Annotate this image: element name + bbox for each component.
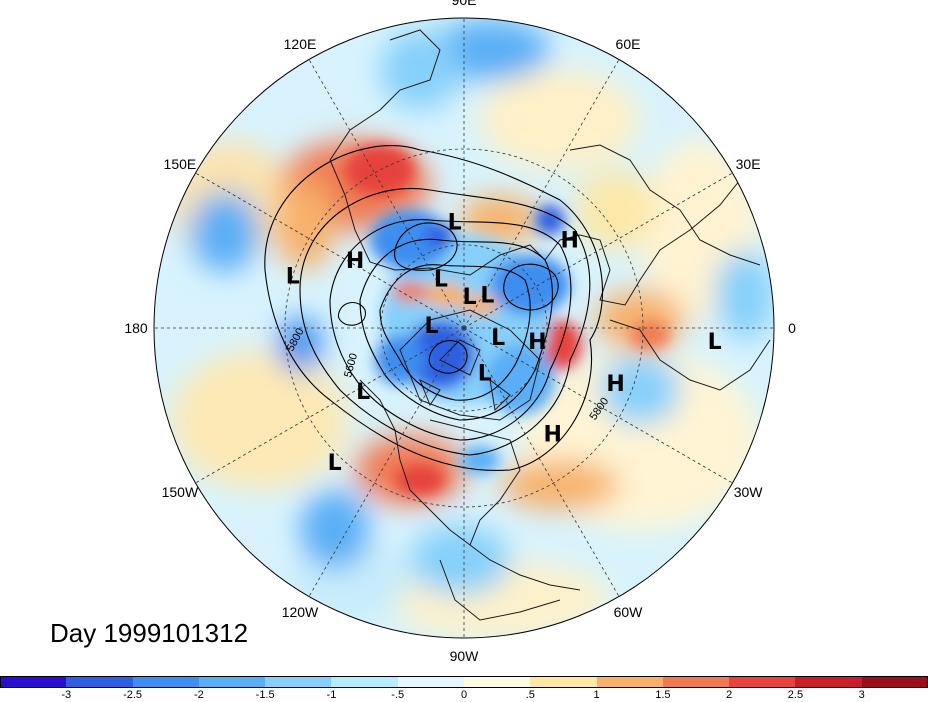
colorbar-swatch <box>596 676 664 688</box>
colorbar-swatch <box>530 676 598 688</box>
longitude-label-60e: 60E <box>616 36 641 52</box>
latitude-circle-60 <box>380 244 548 412</box>
meridian-60 <box>463 59 620 329</box>
high-center-6: H <box>560 228 578 253</box>
colorbar-tick-label: -2 <box>193 689 204 701</box>
meridian-210 <box>195 327 465 484</box>
longitude-label-150w: 150W <box>162 484 199 500</box>
colorbar-tick-label: -3 <box>61 689 72 701</box>
colorbar-swatch <box>729 676 797 688</box>
low-center-7: L <box>708 330 722 355</box>
low-center-4: L <box>463 285 477 310</box>
colorbar-tick-label: 2 <box>726 689 733 701</box>
contour-5700 <box>299 188 591 456</box>
longitude-label-0: 0 <box>788 320 796 336</box>
africa-coast <box>609 319 771 391</box>
colorbar-tick-label: 2.5 <box>787 689 804 701</box>
coastlines <box>329 29 771 621</box>
contour-5800-outer <box>264 145 603 472</box>
longitude-label-60w: 60W <box>614 604 644 620</box>
central-america-coast <box>439 559 561 621</box>
longitude-label-180: 180 <box>124 320 148 336</box>
high-center-8: H <box>606 372 624 397</box>
low-center-11: L <box>491 326 505 351</box>
longitude-label-30e: 30E <box>736 156 761 172</box>
meridian-120 <box>308 59 465 329</box>
meridian-300 <box>463 327 620 597</box>
low-center-13: L <box>356 380 370 405</box>
eurasia-coast <box>329 29 771 306</box>
colorbar-tick-label: 1 <box>593 689 600 701</box>
colorbar-swatch <box>861 676 928 688</box>
contour-low-barents <box>503 263 559 311</box>
colorbar-tick-label: -1.5 <box>255 689 275 701</box>
latitude-circle-30 <box>284 148 644 508</box>
colorbar-swatch <box>795 676 863 688</box>
contour-low-pole <box>428 339 468 374</box>
high-center-14: H <box>543 423 561 448</box>
arctic-islands <box>399 309 541 421</box>
longitude-label-90w: 90W <box>450 648 480 664</box>
colorbar-swatch <box>0 676 68 688</box>
contour-5500 <box>359 238 553 421</box>
low-center-12: L <box>478 362 492 387</box>
colorbar-swatch <box>331 676 399 688</box>
colorbar-swatch <box>397 676 465 688</box>
colorbar: -3 -2.5 -2 -1.5 -1 -.5 0 .5 1 1.5 2 2.5 3 <box>0 676 928 702</box>
colorbar-swatch <box>662 676 731 688</box>
colorbar-swatch <box>132 676 200 688</box>
colorbar-tick-label: .5 <box>525 689 535 701</box>
north-america-west-coast <box>359 379 581 591</box>
low-center-0: L <box>448 211 462 236</box>
low-center-5: L <box>480 284 494 309</box>
meridian-240 <box>308 327 465 597</box>
longitude-label-30w: 30W <box>734 484 764 500</box>
day-label: Day 1999101312 <box>50 618 249 648</box>
colorbar-tick-label: 3 <box>858 689 865 701</box>
longitude-label-90e: 90E <box>452 0 477 8</box>
colorbar-swatch <box>464 676 532 688</box>
colorbar-swatch <box>198 676 267 688</box>
middle-east-coast <box>569 144 761 266</box>
colorbar-tick-label: -1 <box>326 689 337 701</box>
low-center-1: L <box>286 265 300 290</box>
meridian-330 <box>463 327 733 484</box>
meridian-150 <box>195 172 465 329</box>
height-contours <box>264 145 603 472</box>
graticule <box>154 18 774 638</box>
low-center-15: L <box>328 451 342 476</box>
colorbar-tick-label: -2.5 <box>123 689 143 701</box>
contour-5600 <box>329 218 572 441</box>
low-center-3: L <box>434 268 448 293</box>
colorbar-swatch <box>66 676 134 688</box>
colorbar-swatch <box>265 676 333 688</box>
longitude-label-120w: 120W <box>282 604 319 620</box>
map-boundary <box>153 17 775 639</box>
longitude-label-120e: 120E <box>284 36 317 52</box>
north-america-east-coast <box>429 419 521 546</box>
longitude-labels: 90E 60E 30E 0 30W 60W 90W 120W 150W 180 150E 120E <box>124 0 796 664</box>
high-center-2: H <box>346 249 364 274</box>
contour-low-siberia <box>394 222 458 271</box>
longitude-label-150e: 150E <box>164 156 197 172</box>
low-center-10: L <box>424 314 438 339</box>
contour-low-bering <box>337 301 366 326</box>
high-center-9: H <box>528 330 546 355</box>
colorbar-tick-label: -.5 <box>391 689 405 701</box>
contour-5400 <box>379 264 531 401</box>
meridian-30 <box>463 172 733 329</box>
colorbar-tick-label: 1.5 <box>655 689 671 701</box>
colorbar-tick-label: 0 <box>460 689 468 701</box>
